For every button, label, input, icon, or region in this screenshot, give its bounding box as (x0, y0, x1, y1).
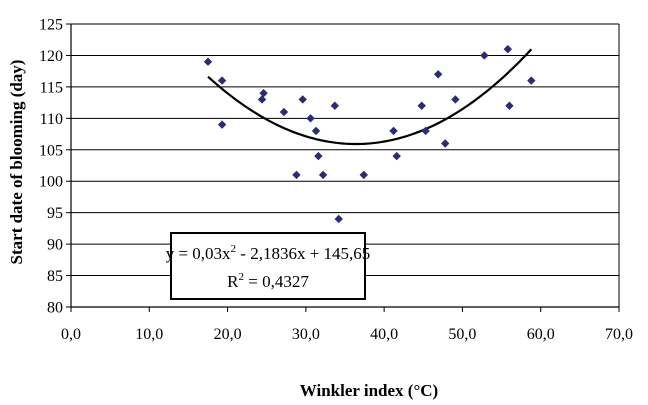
plot-frame (70, 24, 620, 308)
data-point (314, 151, 323, 161)
y-tick-label: 120 (39, 48, 63, 65)
x-tick-label: 60,0 (527, 326, 555, 343)
y-tick-label: 90 (47, 237, 63, 254)
r-squared-label: R2 = 0,4327 (227, 271, 309, 291)
data-point (503, 44, 513, 54)
data-point (298, 95, 307, 104)
y-tick-label: 110 (40, 111, 63, 128)
trendline-equation: y = 0,03x2 - 2,1836x + 145,65 (166, 243, 371, 263)
data-points (203, 44, 536, 224)
y-tick-label: 100 (39, 174, 63, 191)
data-point (318, 170, 328, 180)
data-point (306, 114, 315, 123)
data-point (217, 120, 227, 129)
y-axis-ticks: 80 85 90 95 100 105 110 115 120 125 (39, 17, 71, 317)
trendline (207, 48, 533, 146)
data-point (292, 170, 301, 180)
data-point (421, 126, 430, 136)
y-tick-label: 125 (39, 17, 63, 34)
data-point (334, 214, 343, 224)
data-point (480, 51, 489, 60)
data-point (527, 76, 536, 85)
x-tick-label: 40,0 (370, 326, 398, 343)
data-point (311, 126, 321, 136)
y-tick-label: 80 (47, 300, 63, 317)
data-point (389, 126, 398, 136)
x-tick-label: 50,0 (448, 326, 476, 343)
equation-box: y = 0,03x2 - 2,1836x + 145,65 R2 = 0,432… (166, 232, 371, 300)
data-point (392, 151, 401, 161)
data-point (217, 76, 227, 85)
y-tick-label: 95 (47, 205, 63, 222)
x-tick-label: 70,0 (605, 326, 633, 343)
x-tick-label: 0,0 (61, 326, 81, 343)
data-point (417, 101, 426, 110)
x-tick-label: 30,0 (292, 326, 320, 343)
x-axis-label: Winkler index (°C) (300, 381, 438, 400)
data-point (433, 70, 443, 79)
x-tick-label: 20,0 (214, 326, 242, 343)
data-point (330, 101, 340, 110)
x-tick-label: 10,0 (135, 326, 163, 343)
y-axis-label: Start date of blooming (day) (7, 60, 26, 265)
y-tick-label: 85 (47, 268, 63, 285)
data-point (257, 95, 267, 104)
data-point (505, 101, 514, 110)
data-point (359, 170, 368, 180)
data-point (259, 88, 268, 98)
data-point (279, 107, 289, 117)
data-point (203, 57, 213, 66)
grid-lines (71, 23, 619, 277)
data-point (451, 95, 460, 104)
x-axis-ticks: 0,0 10,0 20,0 30,0 40,0 50,0 60,0 70,0 (61, 307, 633, 343)
data-point (441, 139, 450, 148)
y-tick-label: 105 (39, 142, 63, 159)
y-tick-label: 115 (40, 79, 63, 96)
